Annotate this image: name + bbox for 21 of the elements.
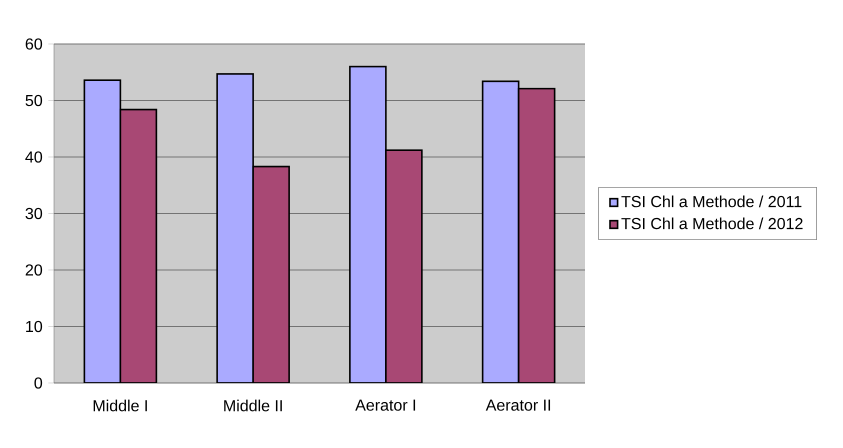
x-tick-label: Middle I [94, 400, 147, 412]
legend-label: TSI Chl a Methode / 2012 [621, 218, 803, 230]
bar [518, 88, 556, 383]
bar [84, 79, 122, 383]
y-tick-label: 60 [26, 38, 42, 50]
x-tick-label: Aerator I [355, 400, 416, 411]
y-tick-label: 50 [26, 94, 42, 106]
bar [216, 73, 254, 383]
bar [120, 108, 158, 383]
x-tick-label: Aerator II [486, 400, 550, 411]
legend-label: TSI Chl a Methode / 2011 [621, 196, 802, 208]
x-tick-label: Middle II [224, 400, 282, 412]
y-tick-label: 40 [25, 151, 42, 163]
y-tick-label: 0 [34, 377, 42, 389]
y-tick-label: 10 [26, 320, 42, 332]
bar [252, 166, 290, 383]
bar [385, 149, 423, 383]
y-tick-label: 30 [26, 208, 42, 220]
y-tick-label: 20 [26, 264, 42, 276]
bar [482, 80, 520, 383]
bar [349, 66, 387, 383]
